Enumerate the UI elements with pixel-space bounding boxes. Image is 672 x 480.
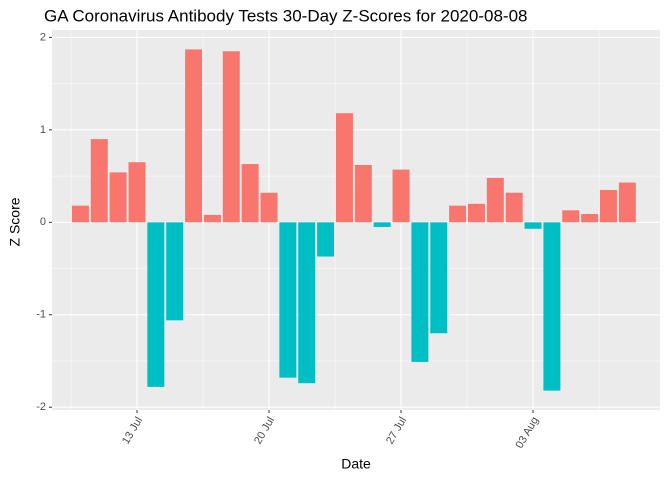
bar bbox=[260, 192, 278, 223]
bar bbox=[166, 222, 184, 321]
y-tick-label: -1 bbox=[36, 309, 46, 321]
bar bbox=[185, 49, 203, 223]
bar bbox=[505, 192, 523, 223]
y-tick-label: 0 bbox=[40, 216, 46, 228]
y-tick-label: 1 bbox=[40, 124, 46, 136]
bar bbox=[562, 210, 580, 223]
bar bbox=[373, 222, 391, 227]
bar bbox=[128, 162, 146, 223]
bar bbox=[147, 222, 165, 387]
bar bbox=[317, 222, 335, 257]
bar bbox=[335, 113, 353, 223]
y-tick-label: -2 bbox=[36, 401, 46, 413]
bar bbox=[279, 222, 297, 378]
y-axis-title: Z Score bbox=[7, 197, 23, 246]
y-tick-label: 2 bbox=[40, 31, 46, 43]
x-tick-label: 03 Aug bbox=[514, 415, 542, 451]
bar bbox=[543, 222, 561, 391]
bar bbox=[618, 182, 636, 223]
bar bbox=[581, 213, 599, 223]
bar bbox=[599, 189, 617, 223]
bar bbox=[354, 164, 372, 223]
x-tick-label: 13 Jul bbox=[120, 415, 145, 446]
bar bbox=[467, 203, 485, 223]
bar bbox=[203, 214, 221, 223]
x-tick-label: 27 Jul bbox=[384, 415, 409, 446]
bar bbox=[241, 164, 259, 223]
bar bbox=[449, 205, 467, 223]
bar bbox=[411, 222, 429, 362]
chart-title: GA Coronavirus Antibody Tests 30-Day Z-S… bbox=[44, 6, 527, 25]
bar bbox=[392, 169, 410, 223]
bar bbox=[222, 51, 240, 223]
bar bbox=[298, 222, 316, 384]
x-tick-label: 20 Jul bbox=[252, 415, 277, 446]
bar bbox=[486, 177, 504, 223]
x-axis-title: Date bbox=[341, 456, 371, 472]
bar bbox=[109, 172, 127, 223]
bar bbox=[71, 205, 89, 223]
bar bbox=[90, 139, 108, 223]
bar bbox=[430, 222, 448, 334]
bar bbox=[524, 222, 542, 229]
